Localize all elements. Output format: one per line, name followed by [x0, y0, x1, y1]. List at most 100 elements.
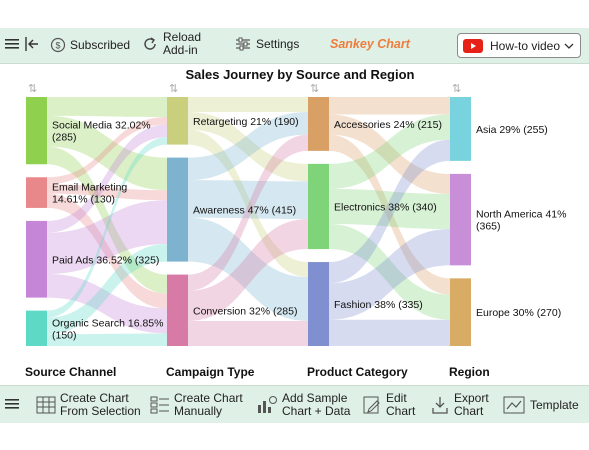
flow-acc-to-na	[329, 114, 450, 194]
sort-arrows-icon[interactable]: ⇅	[169, 83, 178, 95]
node-retarget[interactable]	[167, 97, 188, 145]
node-label-conv: Conversion 32% (285)	[193, 305, 297, 317]
flow-aware-to-acc	[188, 112, 308, 181]
template-icon	[503, 396, 525, 414]
flow-social-to-retarget	[47, 97, 167, 118]
node-label-aware: Awareness 47% (415)	[193, 205, 296, 217]
flow-email-to-aware	[47, 184, 167, 201]
export-chart-line1: Export	[454, 391, 489, 405]
dollar-icon: $	[50, 37, 66, 53]
node-label-na: North America 41% (365)	[476, 209, 566, 233]
create-from-selection-line2: From Selection	[60, 404, 141, 418]
column-label-2: Product Category	[307, 365, 408, 379]
create-chart-from-selection-button[interactable]: Create Chart From Selection	[36, 392, 141, 418]
create-manually-line2: Manually	[174, 404, 223, 418]
app-title: Sankey Chart	[330, 37, 410, 51]
create-from-selection-line1: Create Chart	[60, 391, 129, 405]
node-paid[interactable]	[26, 220, 47, 298]
subscribed-button[interactable]: $ Subscribed	[50, 37, 130, 53]
export-icon	[430, 395, 450, 415]
flow-fash-to-eu	[329, 319, 450, 346]
node-fash[interactable]	[308, 262, 329, 346]
sort-arrows-icon[interactable]: ⇅	[310, 83, 319, 95]
column-label-3: Region	[449, 365, 490, 379]
node-na[interactable]	[450, 173, 471, 266]
svg-text:$: $	[55, 41, 60, 51]
column-label-0: Source Channel	[25, 365, 116, 379]
node-label-eu: Europe 30% (270)	[476, 307, 561, 319]
flow-elec-to-na	[329, 188, 450, 230]
bottom-menu-icon[interactable]	[4, 397, 20, 411]
howto-video-dropdown[interactable]: How-to video	[457, 33, 581, 58]
column-label-1: Campaign Type	[166, 365, 255, 379]
flow-paid-to-retarget	[47, 124, 167, 233]
template-button[interactable]: Template	[503, 396, 579, 414]
edit-chart-line1: Edit	[386, 391, 407, 405]
flow-paid-to-conv	[47, 274, 167, 334]
flow-acc-to-asia	[329, 97, 450, 115]
edit-icon	[362, 395, 382, 415]
chart-title: Sales Journey by Source and Region	[185, 67, 414, 82]
flow-conv-to-acc	[188, 134, 308, 291]
flow-aware-to-elec	[188, 180, 308, 219]
table-select-icon	[36, 395, 56, 415]
node-elec[interactable]	[308, 163, 329, 250]
flow-aware-to-fash	[188, 217, 308, 321]
flow-email-to-retarget	[47, 117, 167, 185]
node-label-retarget: Retargeting 21% (190)	[193, 116, 299, 128]
flow-elec-to-asia	[329, 114, 450, 189]
flow-retarget-to-acc	[188, 97, 308, 113]
flow-organic-to-conv	[47, 333, 167, 346]
settings-button[interactable]: Settings	[235, 37, 299, 51]
node-label-email: Email Marketing 14.61% (130)	[52, 182, 127, 206]
node-aware[interactable]	[167, 157, 188, 262]
reload-label-line2: Add-in	[163, 43, 198, 57]
node-label-fash: Fashion 38% (335)	[334, 299, 423, 311]
flow-social-to-conv	[47, 146, 167, 294]
flow-retarget-to-elec	[188, 112, 308, 182]
reload-icon	[141, 35, 159, 53]
create-chart-manually-button[interactable]: Create Chart Manually	[150, 392, 243, 418]
node-conv[interactable]	[167, 274, 188, 346]
node-social[interactable]	[26, 97, 47, 165]
edit-chart-button[interactable]: Edit Chart	[362, 392, 415, 418]
edit-chart-line2: Chart	[386, 404, 416, 418]
flow-elec-to-eu	[329, 224, 450, 320]
flow-conv-to-elec	[188, 218, 308, 321]
node-email[interactable]	[26, 177, 47, 208]
sliders-icon	[235, 37, 251, 51]
node-eu[interactable]	[450, 278, 471, 346]
menu-icon[interactable]	[4, 37, 20, 51]
flow-email-to-conv	[47, 193, 167, 309]
node-label-asia: Asia 29% (255)	[476, 124, 548, 136]
back-arrow-icon[interactable]	[24, 36, 40, 52]
node-asia[interactable]	[450, 97, 471, 161]
create-manually-line1: Create Chart	[174, 391, 243, 405]
reload-addin-button[interactable]: Reload Add-in	[141, 31, 201, 57]
chevron-down-icon	[564, 42, 574, 50]
list-edit-icon	[150, 395, 170, 415]
node-organic[interactable]	[26, 310, 47, 346]
flow-acc-to-eu	[329, 134, 450, 295]
add-sample-chart-button[interactable]: Add Sample Chart + Data	[256, 392, 350, 418]
node-label-acc: Accessories 24% (215)	[334, 119, 442, 131]
flow-organic-to-retarget	[47, 137, 167, 318]
template-label: Template	[530, 398, 579, 412]
sort-arrows-icon[interactable]: ⇅	[28, 83, 37, 95]
youtube-icon	[463, 38, 483, 53]
flow-fash-to-na	[329, 229, 450, 320]
flow-conv-to-fash	[188, 320, 308, 346]
node-label-paid: Paid Ads 36.52% (325)	[52, 254, 159, 266]
flow-paid-to-aware	[47, 200, 167, 275]
node-label-social: Social Media 32.02% (285)	[52, 120, 151, 144]
reload-label-line1: Reload	[163, 30, 202, 44]
bottom-toolbar: Create Chart From Selection Create Chart…	[0, 385, 589, 423]
sort-arrows-icon[interactable]: ⇅	[452, 83, 461, 95]
export-chart-button[interactable]: Export Chart	[430, 392, 489, 418]
flow-organic-to-aware	[47, 244, 167, 335]
add-sample-line2: Chart + Data	[282, 404, 351, 418]
flow-social-to-aware	[47, 115, 167, 191]
subscribed-label: Subscribed	[70, 38, 131, 52]
howto-label: How-to video	[490, 38, 561, 53]
node-acc[interactable]	[308, 97, 329, 151]
